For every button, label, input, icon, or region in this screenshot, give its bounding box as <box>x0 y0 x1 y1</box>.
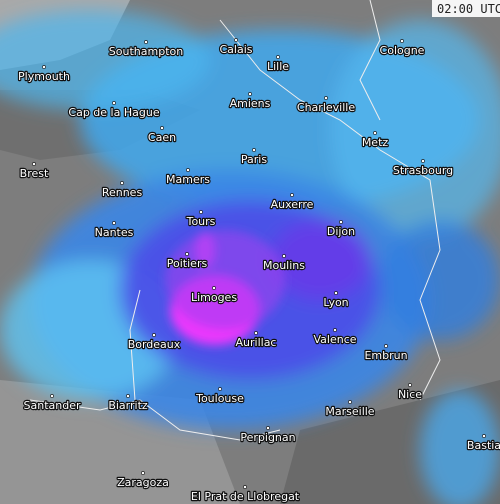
city-dot <box>339 220 343 224</box>
city-dot <box>254 331 258 335</box>
city-dot <box>112 101 116 105</box>
city-label: Mamers <box>166 173 210 186</box>
city-label: Toulouse <box>195 392 244 405</box>
city-dot <box>212 286 216 290</box>
city-label: Marseille <box>325 405 374 418</box>
city-label: Limoges <box>191 291 237 304</box>
city-label: Brest <box>20 167 49 180</box>
city-dot <box>218 387 222 391</box>
city-label: Strasbourg <box>393 164 453 177</box>
city-dot <box>276 55 280 59</box>
city-dot <box>333 328 337 332</box>
city-label: Metz <box>362 136 389 149</box>
city-dot <box>400 39 404 43</box>
city-dot <box>282 254 286 258</box>
city-label: Dijon <box>327 225 355 238</box>
city-label: Perpignan <box>240 431 295 444</box>
city-dot <box>112 221 116 225</box>
city-label: Nice <box>398 388 422 401</box>
city-label: Charleville <box>297 101 355 114</box>
city-label: Caen <box>148 131 176 144</box>
city-label: Santander <box>24 399 81 412</box>
city-label: Zaragoza <box>117 476 169 489</box>
timestamp: 02:00 UTC <box>437 2 500 16</box>
city-dot <box>421 159 425 163</box>
city-label: Cologne <box>380 44 425 57</box>
city-label: Poitiers <box>167 257 208 270</box>
city-label: Aurillac <box>236 336 277 349</box>
city-dot <box>266 426 270 430</box>
city-label: Rennes <box>102 186 143 199</box>
city-dot <box>185 252 189 256</box>
city-dot <box>334 291 338 295</box>
city-dot <box>141 471 145 475</box>
city-dot <box>348 400 352 404</box>
city-dot <box>252 148 256 152</box>
city-label: Cap de la Hague <box>68 106 159 119</box>
city-dot <box>373 131 377 135</box>
city-label: Bastia <box>467 439 500 452</box>
city-label: Paris <box>241 153 267 166</box>
timestamp-box: 02:00 UTC <box>432 0 500 17</box>
city-label: Amiens <box>230 97 271 110</box>
city-label: Plymouth <box>18 70 70 83</box>
city-label: Nantes <box>95 226 134 239</box>
city-label: Moulins <box>263 259 305 272</box>
city-label: Tours <box>186 215 216 228</box>
city-dot <box>290 193 294 197</box>
city-dot <box>186 168 190 172</box>
city-labels: Southampton Plymouth Calais Lille Cologne Ami… <box>17 38 500 504</box>
borders <box>29 0 441 441</box>
city-label: Valence <box>313 333 356 346</box>
city-dot <box>42 65 46 69</box>
city-dot <box>408 383 412 387</box>
city-label: Calais <box>219 43 252 56</box>
heavy-echoes <box>165 230 285 345</box>
city-dot <box>152 333 156 337</box>
city-dot <box>324 96 328 100</box>
city-dot <box>160 126 164 130</box>
city-label: Southampton <box>109 45 183 58</box>
city-dot <box>234 38 238 42</box>
city-dot <box>243 485 247 489</box>
city-dot <box>248 92 252 96</box>
city-dot <box>482 434 486 438</box>
city-label: Embrun <box>364 349 407 362</box>
city-label: Lille <box>267 60 289 73</box>
city-label: Lyon <box>323 296 348 309</box>
city-dot <box>120 181 124 185</box>
city-dot <box>384 344 388 348</box>
city-dot <box>144 40 148 44</box>
city-label: Biarritz <box>108 399 148 412</box>
city-label: El Prat de Llobregat <box>191 490 300 503</box>
city-dot <box>199 210 203 214</box>
city-dot <box>32 162 36 166</box>
city-dot <box>126 394 130 398</box>
city-label: Auxerre <box>271 198 314 211</box>
city-label: Bordeaux <box>128 338 181 351</box>
city-dot <box>50 394 54 398</box>
